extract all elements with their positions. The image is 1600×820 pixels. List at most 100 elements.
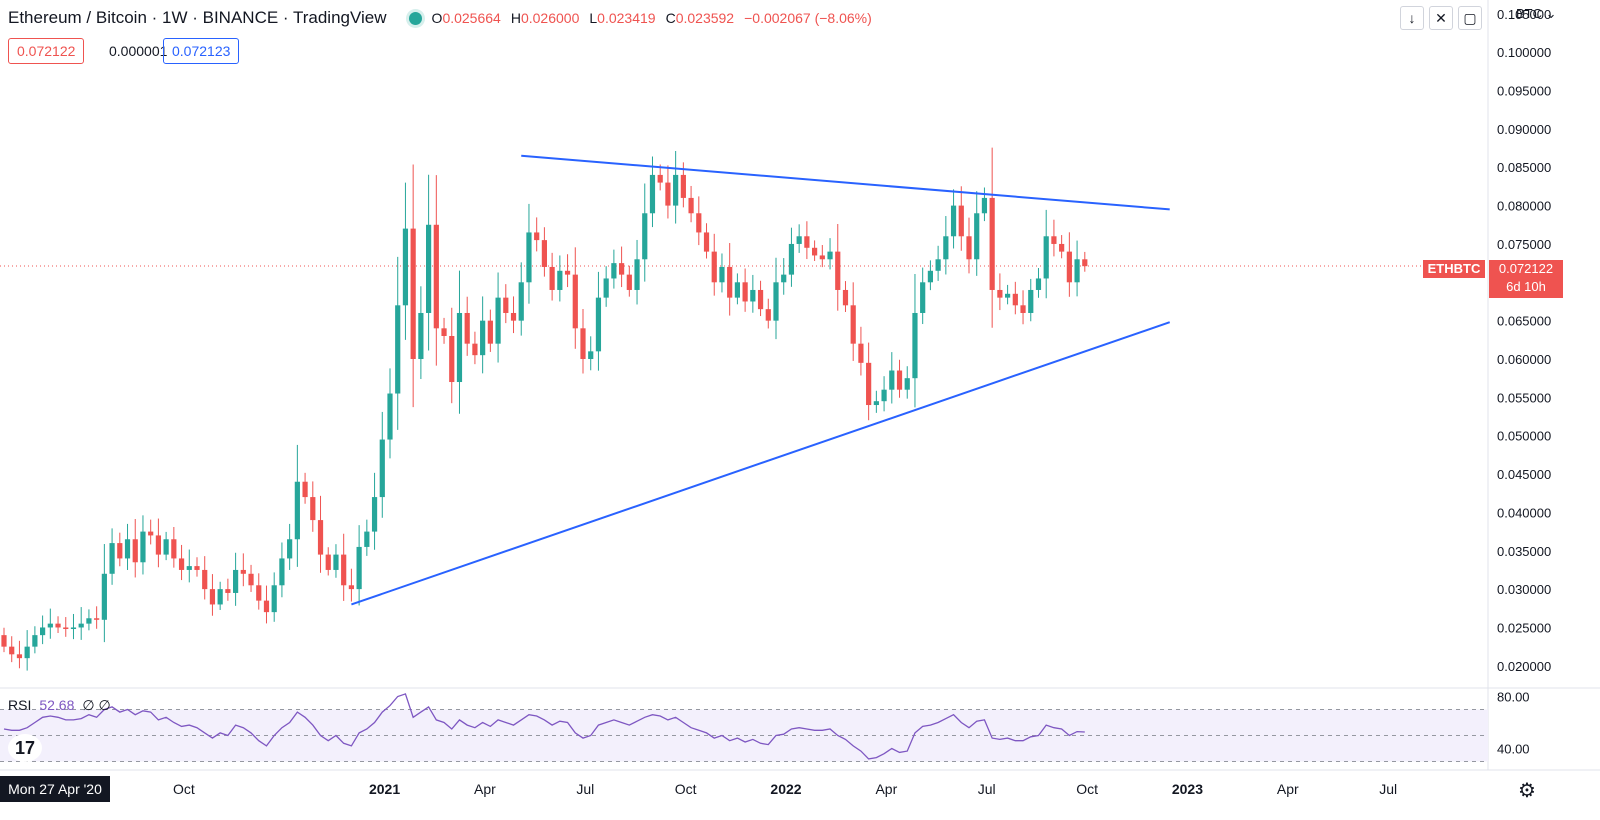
candle-body <box>209 589 216 605</box>
rsi-value: 52.68 <box>39 697 75 713</box>
candle-body <box>541 240 547 267</box>
rsi-tick-label: 40.00 <box>1497 742 1530 757</box>
candle-body <box>657 174 663 183</box>
candle-body <box>580 328 586 360</box>
candle-body <box>680 174 686 198</box>
candle-body <box>688 197 694 214</box>
candle-body <box>163 539 169 555</box>
candle-body <box>456 312 463 383</box>
candle-body <box>1020 305 1026 313</box>
candle-body <box>1066 251 1072 283</box>
candle-body <box>796 236 802 244</box>
tradingview-logo-icon[interactable]: 17 <box>8 734 42 762</box>
fullscreen-icon[interactable]: ▢ <box>1458 6 1482 30</box>
candle-body <box>202 569 208 590</box>
candle-body <box>1059 243 1065 252</box>
candle-body <box>55 623 61 628</box>
candle-body <box>1005 293 1011 298</box>
last-price-value: 0.072122 <box>1498 261 1554 276</box>
gear-icon[interactable]: ⚙ <box>1518 780 1536 802</box>
candle-body <box>256 585 262 601</box>
candle-body <box>101 573 107 620</box>
candle-body <box>703 232 710 252</box>
candle-body <box>572 274 578 329</box>
candle-body <box>310 497 316 521</box>
candle-body <box>619 263 625 275</box>
y-tick-label: 0.030000 <box>1497 582 1551 597</box>
candle-body <box>595 297 602 352</box>
spread-value: 0.000001 <box>109 43 168 59</box>
candle-body <box>950 205 957 237</box>
candle-body <box>835 251 841 290</box>
candle-body <box>1028 289 1034 313</box>
close-icon[interactable]: ✕ <box>1429 6 1453 30</box>
candle-body <box>649 174 656 214</box>
candle-body <box>812 247 818 256</box>
last-price-symbol-badge: ETHBTC <box>1423 260 1485 278</box>
candle-body <box>63 627 69 630</box>
candle-body <box>171 539 177 559</box>
candle-body <box>727 266 733 298</box>
candle-body <box>603 278 609 298</box>
arrow-down-icon[interactable]: ↓ <box>1400 6 1424 30</box>
candle-body <box>217 589 223 605</box>
chart-header: Ethereum / Bitcoin · 1W · BINANCE · Trad… <box>8 6 872 30</box>
candle-body <box>765 309 771 321</box>
candle-body <box>1043 236 1049 279</box>
last-price-badge: 0.072122 6d 10h <box>1489 260 1563 298</box>
candle-body <box>294 481 300 540</box>
candle-body <box>379 439 385 498</box>
currency-selector[interactable]: BTC ⌄ <box>1516 6 1557 21</box>
candle-body <box>426 224 432 313</box>
candle-body <box>1051 236 1057 244</box>
y-tick-label: 0.085000 <box>1497 160 1551 175</box>
rsi-legend[interactable]: RSI 52.68 ∅ ∅ <box>8 697 111 714</box>
sell-price-button[interactable]: 0.072122 <box>8 38 85 64</box>
candle-body <box>920 282 926 313</box>
candle-body <box>989 197 995 290</box>
candle-body <box>24 646 30 659</box>
candle-body <box>225 589 231 593</box>
x-tick-label: Oct <box>173 781 195 797</box>
candle-body <box>94 618 100 620</box>
candle-body <box>564 270 571 275</box>
candle-body <box>155 535 161 555</box>
candle-body <box>240 569 246 574</box>
candle-body <box>943 236 949 260</box>
candle-body <box>348 585 354 590</box>
candle-body <box>896 370 903 390</box>
y-tick-label: 0.025000 <box>1497 620 1551 635</box>
y-tick-label: 0.055000 <box>1497 390 1551 405</box>
buy-price-button[interactable]: 0.072123 <box>163 38 240 64</box>
candle-body <box>510 312 517 321</box>
candle-body <box>804 236 810 248</box>
y-tick-label: 0.065000 <box>1497 314 1551 329</box>
y-tick-label: 0.040000 <box>1497 505 1551 520</box>
candle-body <box>402 228 409 306</box>
candle-body <box>734 282 740 298</box>
candle-body <box>325 554 331 570</box>
candle-body <box>997 289 1003 298</box>
x-tick-label: 2023 <box>1172 781 1203 797</box>
candle-body <box>873 401 879 406</box>
x-tick-label: Jul <box>978 781 996 797</box>
candle-body <box>788 243 795 275</box>
candle-body <box>70 627 77 630</box>
candle-body <box>827 251 833 260</box>
candle-body <box>433 224 439 329</box>
candle-body <box>526 232 532 283</box>
x-tick-label: Apr <box>1277 781 1299 797</box>
candle-body <box>503 297 509 313</box>
change-value: −0.002067 (−8.06%) <box>744 10 872 26</box>
candle-body <box>626 274 632 290</box>
candle-body <box>117 543 123 559</box>
symbol-title[interactable]: Ethereum / Bitcoin · 1W · BINANCE · Trad… <box>8 8 387 27</box>
candle-body <box>371 497 378 532</box>
rsi-tick-label: 80.00 <box>1497 690 1530 705</box>
candle-body <box>842 289 849 306</box>
candle-body <box>233 569 239 593</box>
candle-body <box>904 378 910 390</box>
candle-body <box>333 554 339 570</box>
x-tick-label: Apr <box>875 781 897 797</box>
